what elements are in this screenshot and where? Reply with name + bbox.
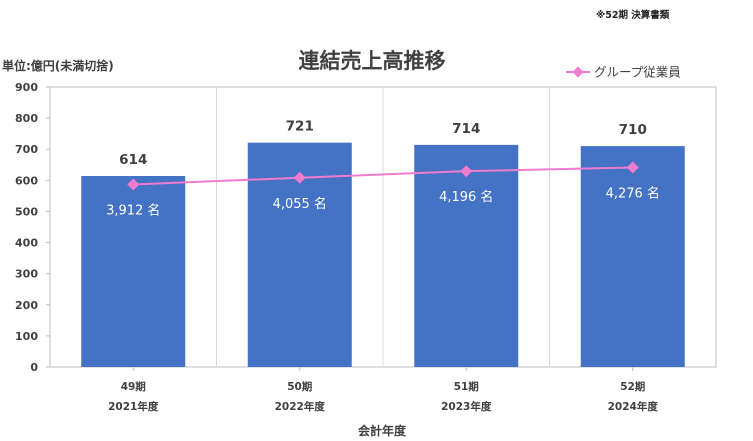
y-tick-label: 400 — [15, 237, 38, 250]
y-tick-label: 600 — [15, 174, 38, 187]
x-axis-title: 会計年度 — [358, 423, 407, 438]
plot-area: 900 800 700 600 500 400 300 200 100 0 614 49期 2021年度… — [15, 81, 717, 413]
bar-value-label: 710 — [619, 122, 647, 138]
employee-marker — [460, 165, 473, 178]
x-tick-period: 52期 — [620, 380, 645, 393]
employee-marker — [293, 171, 306, 184]
employee-value-label: 4,276 名 — [606, 185, 660, 201]
employee-marker — [626, 161, 639, 174]
bar — [580, 146, 685, 367]
bar-value-label: 614 — [119, 152, 147, 168]
x-tick-year: 2021年度 — [108, 400, 159, 413]
y-tick-label: 800 — [15, 112, 38, 125]
bar — [414, 144, 519, 367]
x-tick-period: 49期 — [121, 380, 146, 393]
y-tick-label: 0 — [30, 361, 38, 374]
legend-diamond-marker — [572, 66, 584, 78]
x-tick-year: 2024年度 — [608, 400, 659, 413]
y-tick-label: 300 — [15, 268, 38, 281]
y-tick-label: 100 — [15, 330, 38, 343]
y-tick-label: 700 — [15, 143, 38, 156]
x-tick-period: 50期 — [287, 380, 312, 393]
employee-value-label: 4,055 名 — [273, 196, 327, 212]
y-axis-unit-label: 単位:億円(未満切捨) — [2, 58, 114, 73]
x-tick-period: 51期 — [454, 380, 479, 393]
y-tick-label: 900 — [15, 81, 38, 94]
y-tick-label: 200 — [15, 299, 38, 312]
source-note: ※52期 決算書類 — [596, 9, 670, 21]
legend: グループ従業員 — [566, 65, 681, 80]
bar-value-label: 721 — [286, 119, 314, 135]
bar — [81, 175, 186, 367]
employee-line — [133, 166, 633, 186]
employee-value-label: 3,912 名 — [106, 202, 160, 218]
legend-label: グループ従業員 — [594, 65, 681, 80]
bar-value-label: 714 — [452, 121, 480, 137]
chart-title: 連結売上高推移 — [299, 49, 446, 73]
x-tick-year: 2022年度 — [275, 400, 326, 413]
employee-value-label: 4,196 名 — [439, 189, 493, 205]
x-tick-year: 2023年度 — [441, 400, 492, 413]
employee-marker — [127, 178, 140, 191]
y-tick-label: 500 — [15, 205, 38, 218]
